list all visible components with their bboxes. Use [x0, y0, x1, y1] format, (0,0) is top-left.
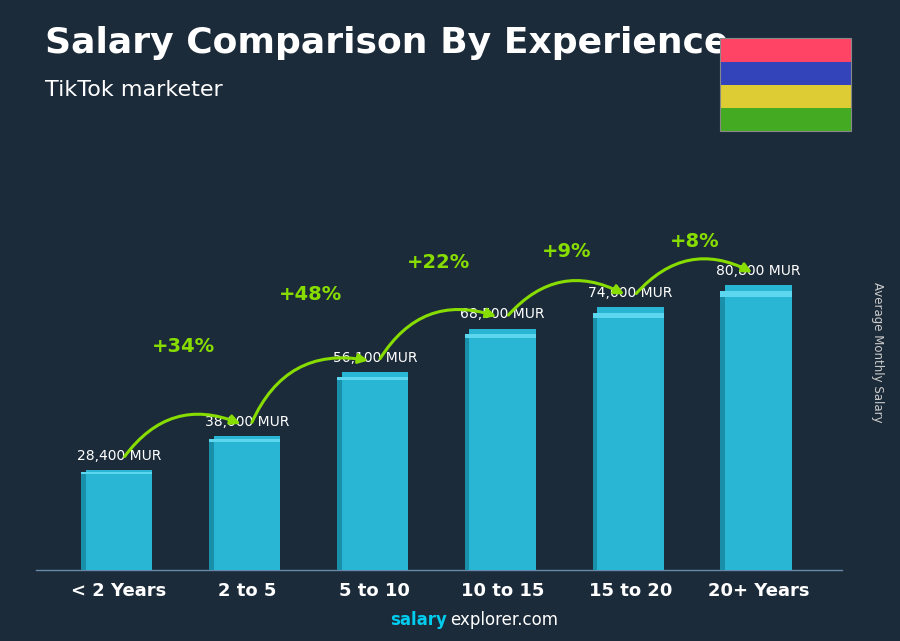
Text: 38,000 MUR: 38,000 MUR — [205, 415, 289, 429]
Bar — [81, 472, 152, 474]
Bar — [342, 372, 408, 570]
Bar — [209, 439, 280, 442]
Bar — [598, 307, 664, 570]
Text: explorer.com: explorer.com — [450, 612, 558, 629]
Bar — [464, 334, 536, 338]
Text: 68,500 MUR: 68,500 MUR — [461, 308, 544, 321]
Text: +22%: +22% — [407, 253, 471, 272]
Bar — [592, 313, 664, 317]
Text: 74,600 MUR: 74,600 MUR — [589, 286, 672, 300]
Text: +8%: +8% — [670, 232, 719, 251]
Bar — [725, 285, 792, 570]
Text: salary: salary — [391, 612, 447, 629]
Bar — [337, 377, 408, 380]
Bar — [209, 442, 213, 570]
Text: +9%: +9% — [542, 242, 591, 262]
Bar — [213, 437, 280, 570]
Text: +34%: +34% — [151, 337, 214, 356]
Bar — [721, 297, 725, 570]
Bar — [721, 292, 792, 297]
Bar — [86, 470, 152, 570]
Text: Salary Comparison By Experience: Salary Comparison By Experience — [45, 26, 728, 60]
Bar — [81, 474, 86, 570]
Bar — [592, 317, 598, 570]
Text: Average Monthly Salary: Average Monthly Salary — [871, 282, 884, 423]
Bar — [337, 380, 342, 570]
Bar — [464, 338, 470, 570]
Text: 80,800 MUR: 80,800 MUR — [716, 264, 801, 278]
Bar — [470, 329, 536, 570]
Text: 56,100 MUR: 56,100 MUR — [333, 351, 417, 365]
Text: 28,400 MUR: 28,400 MUR — [76, 449, 161, 463]
Text: +48%: +48% — [279, 285, 343, 304]
Text: TikTok marketer: TikTok marketer — [45, 80, 223, 100]
